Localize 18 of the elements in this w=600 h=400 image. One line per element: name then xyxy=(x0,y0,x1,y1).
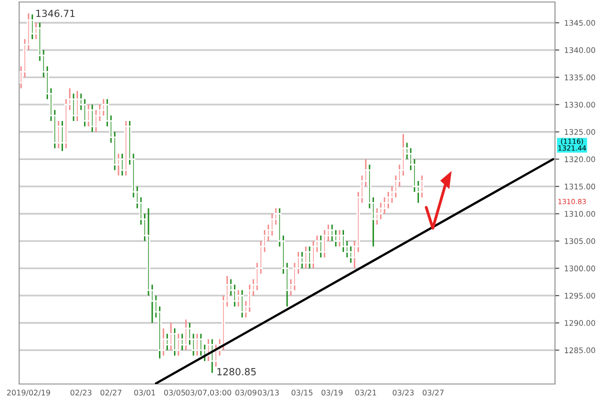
annotation: 1280.85 xyxy=(217,368,256,376)
candlestick xyxy=(319,234,323,258)
candlestick xyxy=(304,246,308,270)
candlestick xyxy=(72,92,76,122)
annotation: 1346.71 xyxy=(36,10,75,18)
candlestick xyxy=(210,338,214,374)
candlestick xyxy=(172,328,176,356)
candlestick xyxy=(176,333,180,356)
candlestick xyxy=(90,104,94,133)
candlestick xyxy=(184,318,188,351)
candlestick xyxy=(165,333,169,351)
candlestick xyxy=(76,90,79,122)
candlestick xyxy=(169,322,173,351)
candlestick xyxy=(300,251,304,270)
candlestick xyxy=(338,229,342,248)
candlestick xyxy=(195,333,199,356)
candlestick xyxy=(240,289,244,318)
candlestick xyxy=(308,246,312,270)
